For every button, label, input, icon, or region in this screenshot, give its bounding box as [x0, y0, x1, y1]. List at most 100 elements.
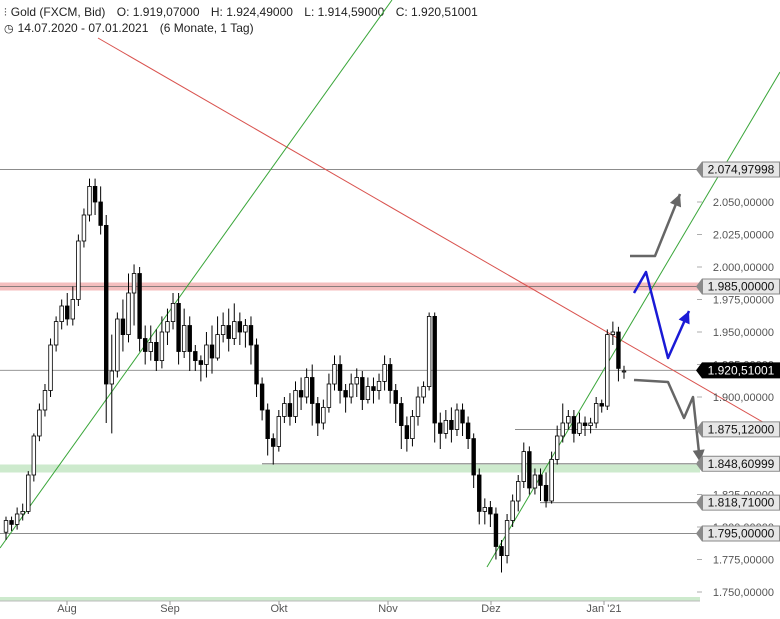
level-tag-bg — [703, 456, 779, 471]
candle — [532, 468, 538, 495]
level-tag-bg — [703, 279, 779, 294]
candle — [566, 410, 571, 430]
candle-body — [31, 435, 37, 476]
candle-body — [616, 331, 621, 369]
level-tag-label: 1.795,00000 — [708, 527, 775, 541]
candle — [181, 308, 187, 358]
candle-body — [170, 302, 176, 322]
level-tag-label: 1.985,00000 — [708, 280, 775, 294]
candle-body — [259, 383, 265, 411]
candle-body — [120, 318, 126, 335]
bullish-scenario-arrow — [630, 193, 682, 258]
candle-body — [510, 500, 515, 521]
candle — [610, 321, 616, 345]
candle-body — [538, 474, 543, 486]
candle-body — [454, 409, 460, 430]
candle — [310, 364, 315, 426]
candle — [31, 433, 37, 482]
level-tag-bg — [703, 495, 779, 510]
candle — [287, 393, 293, 426]
candle-body — [81, 214, 87, 242]
candle — [26, 471, 31, 514]
level-tag-bg — [703, 422, 779, 437]
candle-body — [220, 325, 226, 335]
candle — [176, 293, 181, 365]
candle — [393, 384, 398, 423]
candle-body — [48, 344, 53, 391]
bearish-scenario-arrow — [633, 378, 702, 463]
candle — [243, 319, 248, 348]
candle-body — [504, 520, 510, 556]
candle — [198, 355, 204, 382]
candle-body — [560, 422, 565, 437]
candle — [259, 377, 265, 421]
candle — [293, 381, 298, 423]
candle — [593, 397, 599, 429]
y-tick-label: 1.975,00000 — [713, 295, 774, 307]
candle-body — [115, 318, 120, 372]
candle-body — [243, 325, 248, 333]
candle-body — [610, 331, 616, 335]
candle-body — [421, 386, 426, 398]
candle — [248, 316, 254, 365]
candle-body — [254, 344, 259, 385]
candle — [499, 540, 504, 573]
symbol-label: Gold (FXCM, Bid) — [10, 5, 106, 19]
open-value: O: 1.919,07000 — [116, 5, 200, 19]
candle-body — [321, 406, 326, 424]
candle-body — [404, 425, 410, 440]
level-tag-label: 1.848,60999 — [708, 457, 775, 471]
candle-body — [532, 474, 538, 489]
candle-body — [438, 422, 443, 434]
candle-body — [65, 305, 70, 320]
candle — [332, 355, 337, 391]
candle-body — [426, 315, 432, 387]
upper-support-trendline — [0, 0, 393, 549]
candle — [154, 329, 159, 371]
high-value: H: 1.924,49000 — [210, 5, 293, 19]
candle-body — [343, 390, 348, 398]
candle-body — [204, 344, 209, 365]
candle-body — [215, 334, 220, 359]
candle-body — [326, 383, 332, 408]
candle — [87, 178, 92, 222]
clock-icon: ◷ — [4, 23, 14, 35]
candle-body — [42, 390, 48, 411]
chart-header-range: ◷ 14.07.2020 - 07.01.2021 (6 Monate, 1 Ta… — [4, 21, 262, 35]
candle — [298, 377, 304, 410]
candle-body — [53, 321, 59, 346]
candle — [187, 316, 192, 371]
candle-body — [142, 338, 148, 352]
candle — [387, 358, 393, 404]
candle-body — [92, 185, 98, 203]
candle-body — [287, 403, 293, 417]
candle — [81, 208, 87, 248]
candle-body — [360, 377, 365, 401]
candle — [193, 345, 198, 371]
candle — [265, 403, 270, 456]
candle — [605, 329, 610, 410]
candle-body — [226, 325, 231, 339]
candle — [504, 514, 510, 564]
candle — [571, 410, 577, 443]
candle — [142, 325, 148, 365]
candle — [92, 178, 98, 215]
y-tick-label: 1.900,00000 — [713, 392, 774, 404]
level-tag-bg — [703, 363, 779, 378]
candle-body — [198, 360, 204, 365]
y-tick-label: 1.950,00000 — [713, 327, 774, 339]
candle — [159, 316, 165, 369]
candle-body — [593, 403, 599, 424]
candle-body — [315, 403, 320, 424]
candle — [42, 384, 48, 417]
candle-body — [605, 334, 610, 407]
candle — [410, 410, 415, 447]
candle-body — [554, 435, 560, 460]
candle — [554, 425, 560, 465]
candle — [337, 355, 343, 404]
y-tick-label: 2.000,00000 — [713, 262, 774, 274]
candle-body — [148, 341, 153, 352]
candle — [220, 312, 226, 343]
candle — [304, 368, 309, 404]
